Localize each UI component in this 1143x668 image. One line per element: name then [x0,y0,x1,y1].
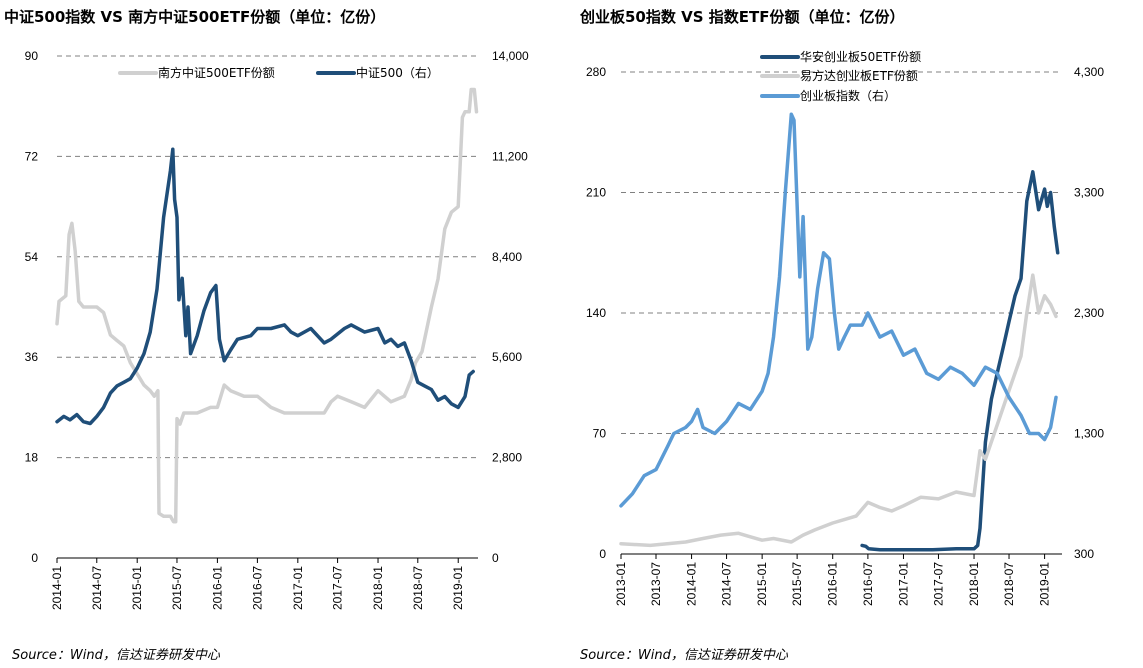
x-tick-label: 2018-07 [1002,562,1016,606]
y-left-tick-label: 36 [25,350,39,364]
legend-label: 创业板指数（右） [800,88,896,103]
x-tick-label: 2014-07 [720,562,734,606]
chart-left: 0 0 18 2,800 36 5,600 54 8,400 72 11,200 90 14,000 2… [25,49,529,610]
legend-label: 华安创业板50ETF份额 [800,49,921,64]
x-tick-label: 2017-07 [331,566,345,610]
y-right-tick-label: 0 [492,551,499,565]
legend-label: 中证500（右） [356,65,439,80]
x-tick-label: 2014-01 [50,566,64,610]
y-right-tick-label: 8,400 [492,250,522,264]
chart-right: 0 300 70 1,300 140 2,300 210 3,300 280 4,300 2013-… [586,49,1104,606]
series-line [619,273,1058,548]
series-line [55,87,479,524]
y-left-tick-label: 280 [586,65,606,79]
y-left-tick-label: 70 [593,427,607,441]
series-line [55,147,475,426]
x-tick-label: 2015-01 [755,562,769,606]
x-tick-label: 2017-01 [896,562,910,606]
y-left-tick-label: 90 [25,49,39,63]
x-tick-label: 2016-01 [826,562,840,606]
y-right-tick-label: 5,600 [492,350,522,364]
x-tick-label: 2014-07 [90,566,104,610]
x-tick-label: 2015-01 [130,566,144,610]
series-line [619,112,1058,508]
legend-label: 易方达创业板ETF份额 [800,68,918,83]
y-right-tick-label: 2,300 [1074,306,1104,320]
y-left-tick-label: 140 [586,306,606,320]
y-right-tick-label: 11,200 [492,149,528,163]
y-right-tick-label: 300 [1074,547,1094,561]
y-left-tick-label: 210 [586,186,606,200]
x-tick-label: 2015-07 [170,566,184,610]
x-tick-label: 2016-07 [861,562,875,606]
y-left-tick-label: 0 [31,551,38,565]
y-left-tick-label: 0 [599,547,606,561]
legend-label: 南方中证500ETF份额 [158,65,275,80]
x-tick-label: 2013-01 [614,562,628,606]
source-note-right: Source：Wind，信达证券研发中心 [580,648,788,663]
x-tick-label: 2017-07 [931,562,945,606]
x-tick-label: 2018-07 [411,566,425,610]
y-left-tick-label: 72 [25,149,39,163]
y-right-tick-label: 4,300 [1074,65,1104,79]
x-tick-label: 2015-07 [790,562,804,606]
x-tick-label: 2018-01 [967,562,981,606]
x-tick-label: 2019-01 [1038,562,1052,606]
x-tick-label: 2016-07 [250,566,264,610]
y-right-tick-label: 3,300 [1074,186,1104,200]
x-tick-label: 2016-01 [210,566,224,610]
chart-title-left: 中证500指数 VS 南方中证500ETF份额（单位：亿份） [4,8,386,26]
y-right-tick-label: 2,800 [492,451,522,465]
y-left-tick-label: 54 [25,250,39,264]
x-tick-label: 2014-01 [685,562,699,606]
x-tick-label: 2017-01 [291,566,305,610]
source-note-left: Source：Wind，信达证券研发中心 [12,648,220,663]
y-right-tick-label: 1,300 [1074,427,1104,441]
y-right-tick-label: 14,000 [492,49,529,63]
x-tick-label: 2018-01 [371,566,385,610]
y-left-tick-label: 18 [25,451,39,465]
chart-title-right: 创业板50指数 VS 指数ETF份额（单位：亿份） [580,8,905,26]
x-tick-label: 2013-07 [649,562,663,606]
x-tick-label: 2019-01 [451,566,465,610]
